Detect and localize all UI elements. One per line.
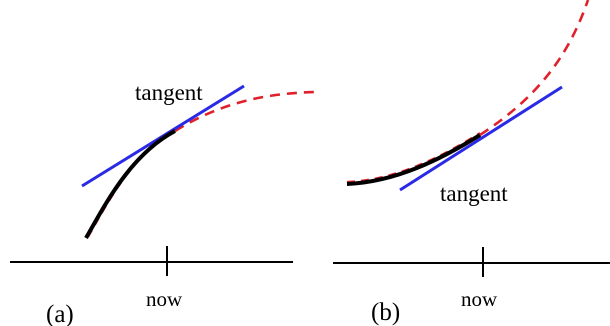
panel-a-past-curve-dashed-overlay [87, 129, 178, 238]
panel-a-tangent-label: tangent [135, 80, 203, 105]
panel-b: tangent now (b) [333, 0, 610, 326]
panel-b-label: (b) [371, 299, 400, 326]
panel-a-future-curve [174, 90, 318, 133]
panel-a-label: (a) [46, 301, 74, 326]
panel-a: tangent now (a) [10, 80, 318, 326]
panel-b-past-curve-dashed-overlay [346, 132, 481, 184]
panel-b-past-curve [346, 133, 482, 186]
panel-a-past-curve [84, 129, 176, 239]
panel-b-now-label: now [461, 287, 498, 311]
panel-b-tangent-line [399, 85, 563, 192]
panel-b-future-curve [479, 0, 590, 137]
panel-a-now-label: now [146, 287, 183, 311]
panel-b-tangent-label: tangent [440, 181, 508, 206]
